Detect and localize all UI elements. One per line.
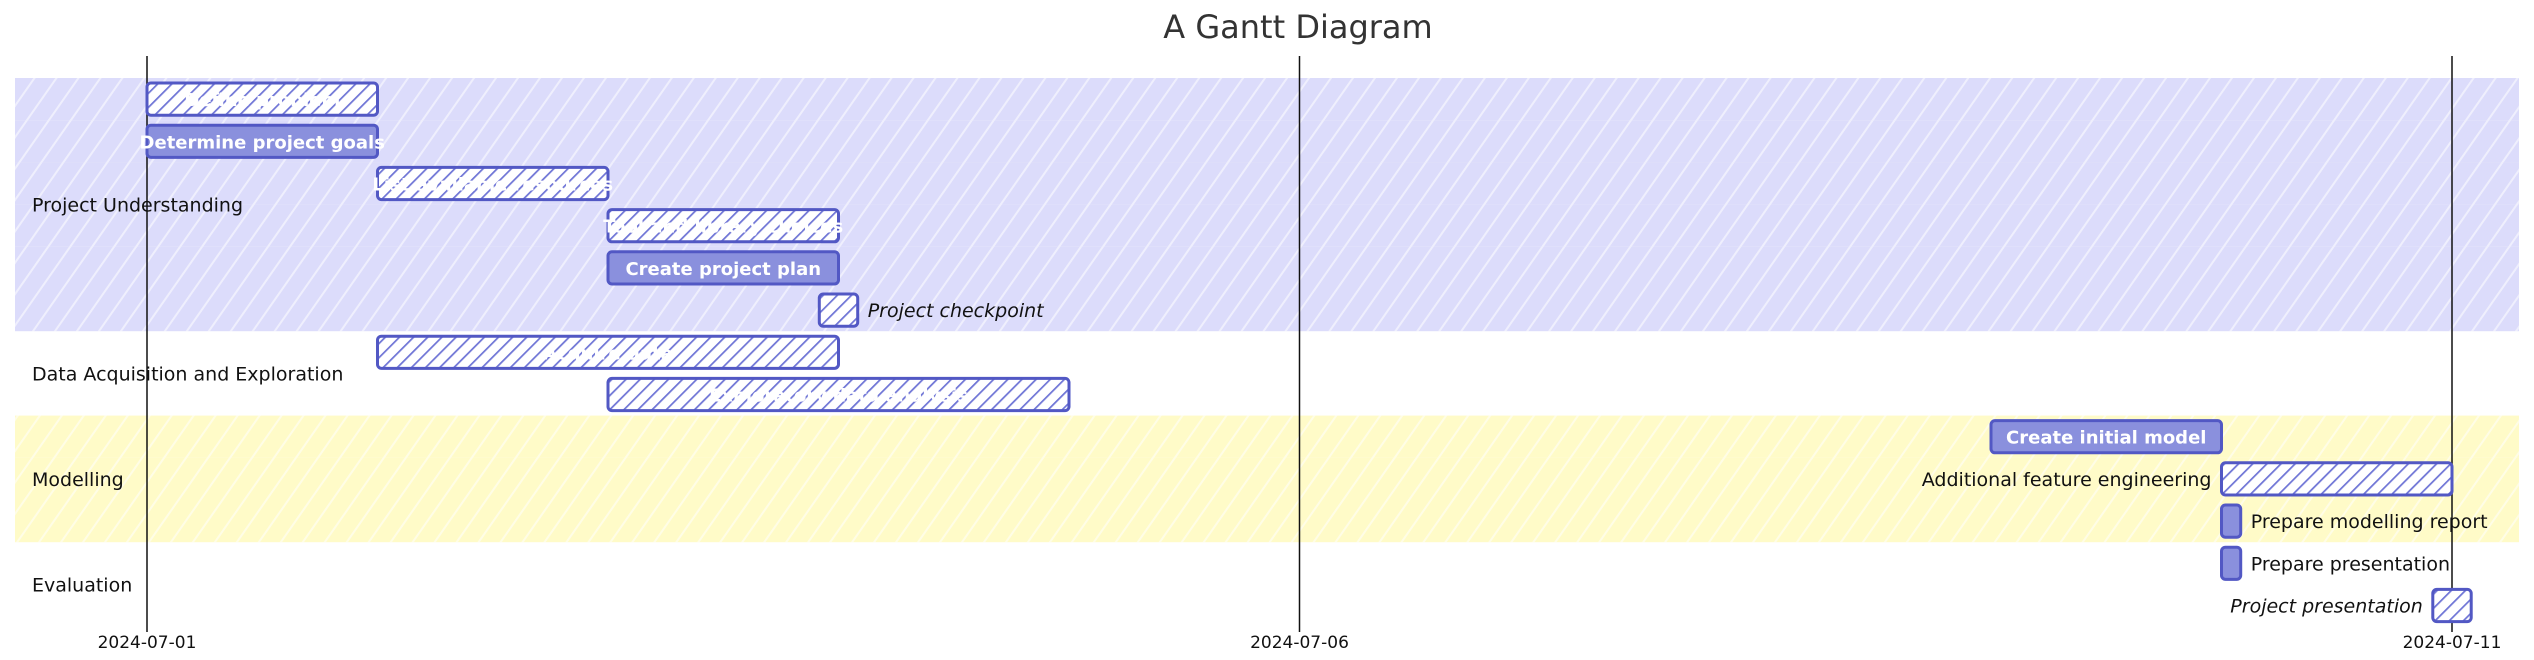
section-label: Modelling bbox=[32, 469, 124, 491]
task-bar bbox=[145, 123, 379, 159]
task-bar bbox=[606, 376, 1071, 413]
task-bar bbox=[2220, 545, 2243, 581]
task-bar bbox=[606, 250, 840, 286]
task-bar bbox=[606, 208, 840, 244]
task-bar bbox=[2220, 503, 2243, 539]
section-label: Project Understanding bbox=[32, 195, 243, 217]
task-label: Create initial model bbox=[2006, 428, 2206, 449]
task-bar bbox=[2220, 461, 2454, 497]
task-label: Determine project goals bbox=[140, 132, 385, 153]
task-label: Acquire data bbox=[543, 343, 673, 364]
task-bar bbox=[1989, 419, 2223, 455]
section-label: Evaluation bbox=[32, 574, 132, 596]
task-bar bbox=[376, 334, 840, 370]
task-label: Project checkpoint bbox=[868, 300, 1045, 322]
task-label: Prepare presentation bbox=[2251, 553, 2450, 575]
task-label: Additional feature engineering bbox=[1922, 469, 2212, 491]
section-label: Data Acquisition and Exploration bbox=[32, 363, 343, 385]
chart-title: A Gantt Diagram bbox=[1163, 8, 1432, 46]
task-label: Exploratory data analysis bbox=[709, 386, 968, 407]
section-band-texture bbox=[15, 457, 2519, 500]
section-band-texture bbox=[15, 120, 2519, 163]
task-label: Prepare modelling report bbox=[2251, 511, 2488, 533]
task-bar bbox=[145, 81, 379, 117]
task-label: List available resources bbox=[372, 175, 613, 196]
section-band-texture bbox=[15, 289, 2519, 332]
task-label: Create project plan bbox=[625, 259, 821, 280]
section-band-texture bbox=[15, 246, 2519, 289]
task-bar bbox=[376, 165, 610, 202]
task-bar bbox=[817, 292, 860, 328]
tick-label: 2024-07-01 bbox=[98, 633, 197, 653]
section-band-texture bbox=[15, 204, 2519, 247]
tick-label: 2024-07-11 bbox=[2403, 633, 2502, 653]
section-band-texture bbox=[15, 500, 2519, 543]
task-label: Tool and library choices bbox=[603, 217, 843, 238]
task-label: Project presentation bbox=[2230, 596, 2422, 618]
task-bar bbox=[2431, 587, 2473, 624]
tick-label: 2024-07-06 bbox=[1250, 633, 1349, 653]
task-label: Define problem bbox=[184, 90, 340, 111]
section-band-texture bbox=[15, 78, 2519, 121]
